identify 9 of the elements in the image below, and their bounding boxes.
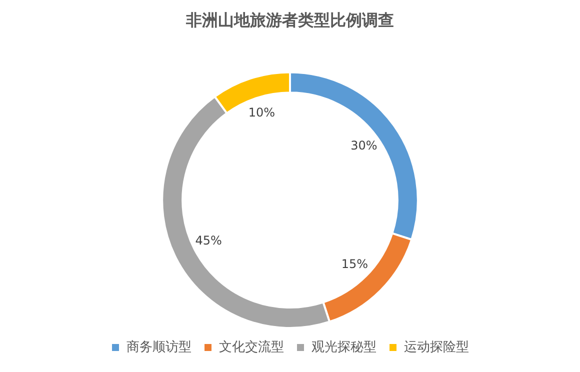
- legend-label: 商务顺访型: [126, 338, 192, 355]
- legend-label: 观光探秘型: [312, 340, 376, 355]
- data-label: 45%: [195, 234, 222, 248]
- data-label: 15%: [341, 256, 368, 271]
- chart-title: 非洲山地旅游者类型比例调查: [185, 12, 394, 30]
- data-label: 30%: [350, 138, 378, 152]
- data-label: 10%: [248, 105, 276, 120]
- legend-label: 运动探险型: [404, 340, 469, 355]
- legend-label: 文化交流型: [219, 338, 284, 355]
